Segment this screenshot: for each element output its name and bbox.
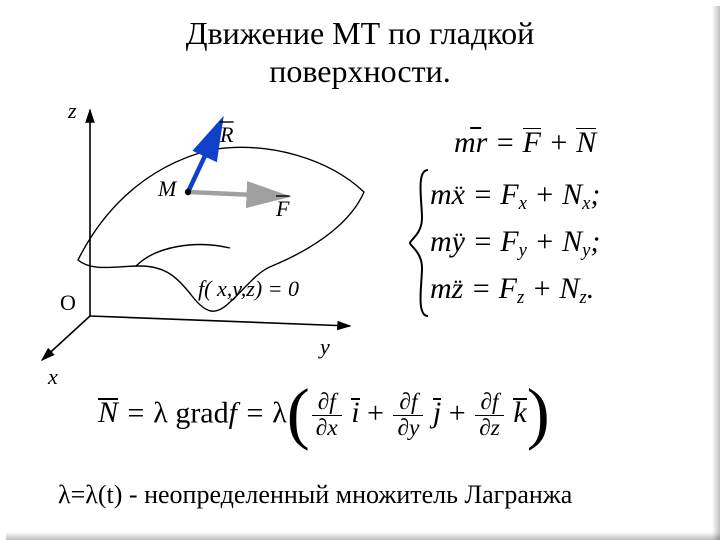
lambda-desc: неопределенный множитель Лагранжа [144,480,572,509]
N-bar: N [98,396,118,430]
svg-text:F: F [275,196,290,221]
eq-normal-force: N = λ gradf = λ(∂f∂x i + ∂f∂y j + ∂f∂z k… [98,376,550,455]
brace-icon [408,168,432,318]
F-bar: F [523,126,541,160]
page-title: Движение МТ по гладкой поверхности. [0,14,720,91]
eq-row-y: my = Fy + Ny; [430,219,600,266]
svg-text:z: z [67,98,77,123]
eq-row-z: mz = Fz + Nz. [430,266,600,313]
lambda-def: λ=λ(t) [58,480,122,509]
slide-shadow-right [712,6,720,540]
r-ddot-bar: r [476,126,488,160]
lagrange-note: λ=λ(t) - неопределенный множитель Лагран… [58,480,572,510]
grad-label: grad [175,396,228,429]
eq-row-x: mx = Fx + Nx; [430,172,600,219]
svg-text:y: y [318,334,330,359]
svg-text:f( x,y,z) = 0: f( x,y,z) = 0 [198,276,299,301]
title-line2: поверхности. [269,53,450,89]
svg-text:x: x [47,364,58,389]
slide-shadow-bottom [6,532,720,540]
svg-text:O: O [60,290,76,315]
title-line1: Движение МТ по гладкой [186,15,535,51]
N-bar: N [576,126,596,160]
m: m [454,126,476,159]
svg-text:R: R [219,122,234,147]
surface-diagram: z y x O M R Ff( x,y,z) = 0 [20,96,380,401]
eq-system: mx = Fx + Nx;my = Fy + Ny;mz = Fz + Nz. [430,172,600,313]
svg-text:M: M [157,176,178,201]
eq-newton-vector: mr = F + N [454,126,596,160]
